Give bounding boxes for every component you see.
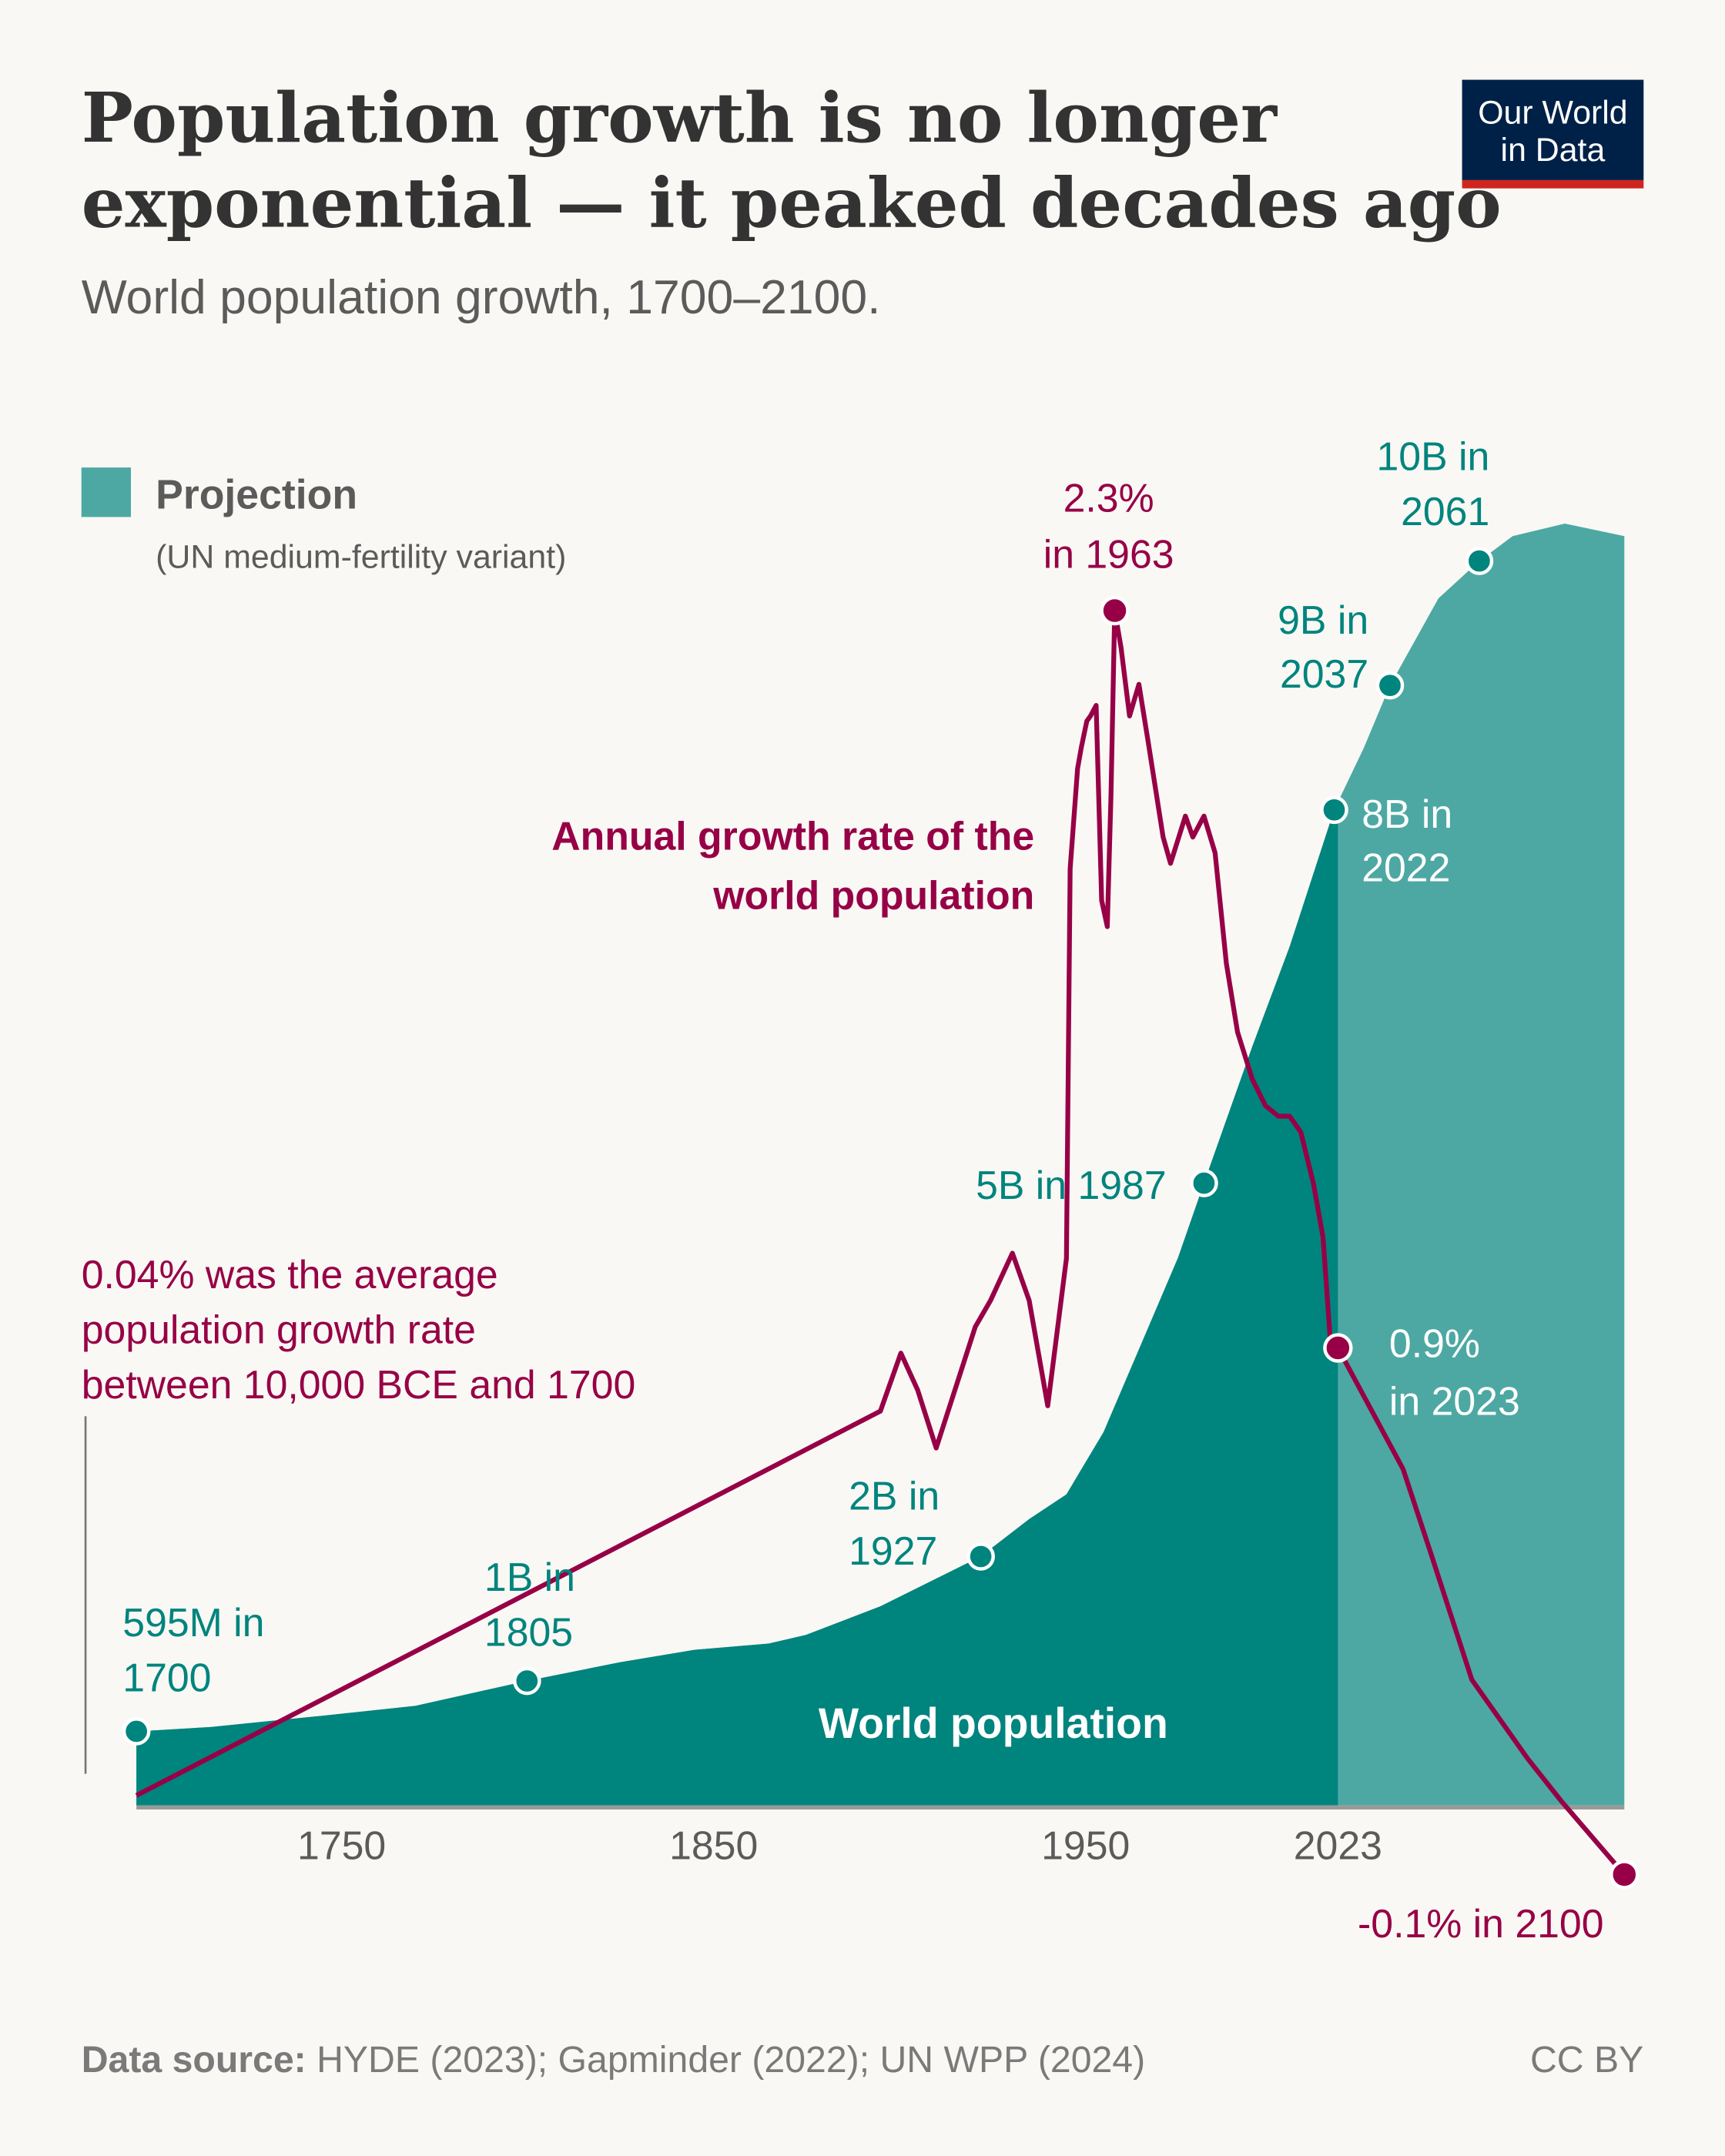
pop-2b-year: 1927 — [849, 1528, 937, 1573]
rate-marker-1963 — [1100, 595, 1130, 626]
legend-projection-swatch — [81, 467, 131, 517]
pop-595m-year: 1700 — [122, 1655, 211, 1699]
footer-source: Data source: HYDE (2023); Gapminder (202… — [82, 2039, 1145, 2081]
population-area-historical — [136, 802, 1338, 1806]
pop-10b-label: 10B in — [1377, 434, 1490, 479]
rate-2100-label: -0.1% in 2100 — [1358, 1901, 1603, 1946]
pop-10b-year: 2061 — [1401, 489, 1489, 534]
logo-accent-bar — [1462, 179, 1644, 189]
x-axis-ticks: 1750 1850 1950 2023 — [297, 1823, 1382, 1867]
pop-9b-label: 9B in — [1278, 598, 1368, 642]
source-label: Data source: — [82, 2039, 306, 2081]
legend-projection-label: Projection — [156, 473, 357, 518]
license-label[interactable]: CC BY — [1530, 2039, 1643, 2081]
rate-2023-label: 0.9% — [1389, 1321, 1480, 1366]
pop-9b-year: 2037 — [1280, 651, 1368, 696]
population-marker-1700 — [122, 1717, 151, 1746]
logo-text-1: Our World — [1478, 95, 1627, 132]
plot-area — [122, 524, 1640, 1890]
pop-8b-year: 2022 — [1362, 845, 1450, 890]
pop-1b-label: 1B in — [484, 1555, 575, 1599]
pop-5b-label: 5B in 1987 — [976, 1163, 1167, 1207]
rate-marker-2023 — [1323, 1333, 1353, 1363]
population-marker-1805 — [513, 1666, 541, 1696]
population-marker-1927 — [966, 1542, 995, 1571]
x-tick-1750: 1750 — [297, 1823, 386, 1867]
population-marker-2037 — [1375, 671, 1405, 700]
title-line-2: exponential — it peaked decades ago — [82, 163, 1502, 244]
peak-rate-label: 2.3% — [1063, 475, 1154, 520]
rate-2023-year: in 2023 — [1389, 1379, 1520, 1424]
population-marker-2061 — [1465, 547, 1494, 575]
rate-series-label-2: world population — [712, 872, 1034, 917]
source-text: HYDE (2023); Gapminder (2022); UN WPP (2… — [306, 2039, 1145, 2081]
legend-projection-sublabel: (UN medium-fertility variant) — [156, 539, 566, 576]
title-line-1: Population growth is no longer — [82, 78, 1278, 159]
pop-2b-label: 2B in — [849, 1474, 940, 1518]
pop-595m-label: 595M in — [122, 1600, 264, 1645]
pop-8b-label: 8B in — [1362, 792, 1452, 836]
growth-rate-line — [135, 608, 1626, 1876]
population-marker-1987 — [1190, 1169, 1218, 1197]
population-marker-2022 — [1320, 795, 1348, 825]
x-tick-1950: 1950 — [1041, 1823, 1130, 1867]
logo-text-2: in Data — [1501, 132, 1606, 169]
owid-logo[interactable]: Our World in Data — [1462, 79, 1644, 189]
logo-background — [1462, 79, 1644, 180]
avg-rate-note-3: between 10,000 BCE and 1700 — [82, 1362, 636, 1407]
avg-rate-note-1: 0.04% was the average — [82, 1252, 498, 1297]
avg-rate-note-2: population growth rate — [82, 1307, 476, 1352]
rate-marker-2100 — [1609, 1860, 1640, 1890]
rate-series-label-1: Annual growth rate of the — [551, 814, 1034, 859]
pop-1b-year: 1805 — [484, 1610, 573, 1655]
x-tick-2023: 2023 — [1294, 1823, 1382, 1867]
area-label: World population — [819, 1699, 1168, 1747]
peak-rate-year: in 1963 — [1043, 532, 1174, 577]
x-tick-1850: 1850 — [669, 1823, 758, 1867]
subtitle: World population growth, 1700–2100. — [82, 270, 881, 324]
